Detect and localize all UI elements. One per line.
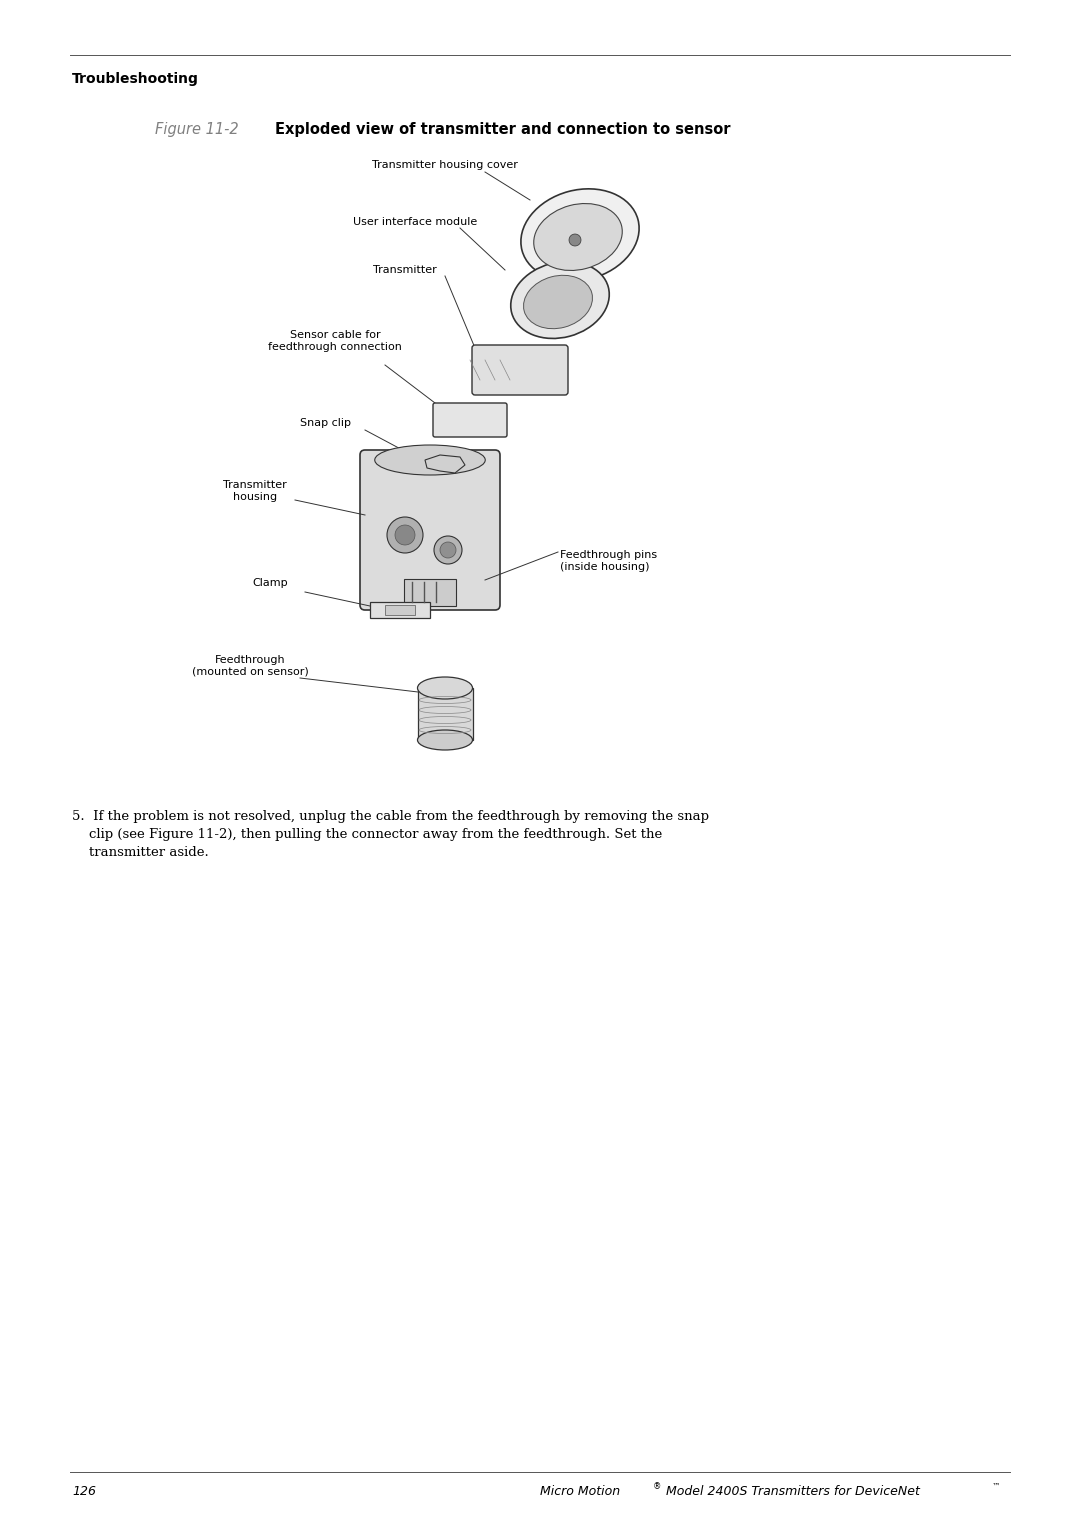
Polygon shape: [370, 602, 430, 618]
Circle shape: [440, 542, 456, 557]
Circle shape: [434, 536, 462, 563]
Text: 5.  If the problem is not resolved, unplug the cable from the feedthrough by rem: 5. If the problem is not resolved, unplu…: [72, 809, 708, 860]
Ellipse shape: [418, 730, 473, 750]
Bar: [418, 689, 473, 741]
Circle shape: [387, 518, 423, 553]
Ellipse shape: [418, 676, 473, 699]
Text: Feedthrough pins
(inside housing): Feedthrough pins (inside housing): [561, 550, 657, 571]
Circle shape: [569, 234, 581, 246]
FancyBboxPatch shape: [360, 450, 500, 609]
Text: Transmitter
housing: Transmitter housing: [224, 479, 287, 501]
Bar: [384, 605, 415, 615]
Polygon shape: [426, 455, 465, 473]
Text: Troubleshooting: Troubleshooting: [72, 72, 199, 86]
Ellipse shape: [511, 261, 609, 339]
FancyBboxPatch shape: [404, 579, 456, 606]
FancyBboxPatch shape: [472, 345, 568, 395]
FancyBboxPatch shape: [433, 403, 507, 437]
Text: ™: ™: [993, 1483, 1000, 1490]
Text: Transmitter: Transmitter: [373, 266, 437, 275]
Text: Figure 11-2: Figure 11-2: [156, 122, 239, 137]
Text: Sensor cable for
feedthrough connection: Sensor cable for feedthrough connection: [268, 330, 402, 353]
Text: Exploded view of transmitter and connection to sensor: Exploded view of transmitter and connect…: [275, 122, 730, 137]
Ellipse shape: [375, 444, 485, 475]
Text: ®: ®: [653, 1483, 661, 1490]
Text: 126: 126: [72, 1484, 96, 1498]
Ellipse shape: [521, 189, 639, 281]
Circle shape: [395, 525, 415, 545]
Text: Feedthrough
(mounted on sensor): Feedthrough (mounted on sensor): [191, 655, 309, 676]
Text: Transmitter housing cover: Transmitter housing cover: [373, 160, 518, 169]
Text: Micro Motion: Micro Motion: [540, 1484, 620, 1498]
Ellipse shape: [534, 203, 622, 270]
Text: Model 2400S Transmitters for DeviceNet: Model 2400S Transmitters for DeviceNet: [662, 1484, 920, 1498]
Text: Snap clip: Snap clip: [299, 418, 351, 428]
Text: Clamp: Clamp: [253, 579, 287, 588]
Ellipse shape: [524, 275, 593, 328]
Text: User interface module: User interface module: [353, 217, 477, 228]
